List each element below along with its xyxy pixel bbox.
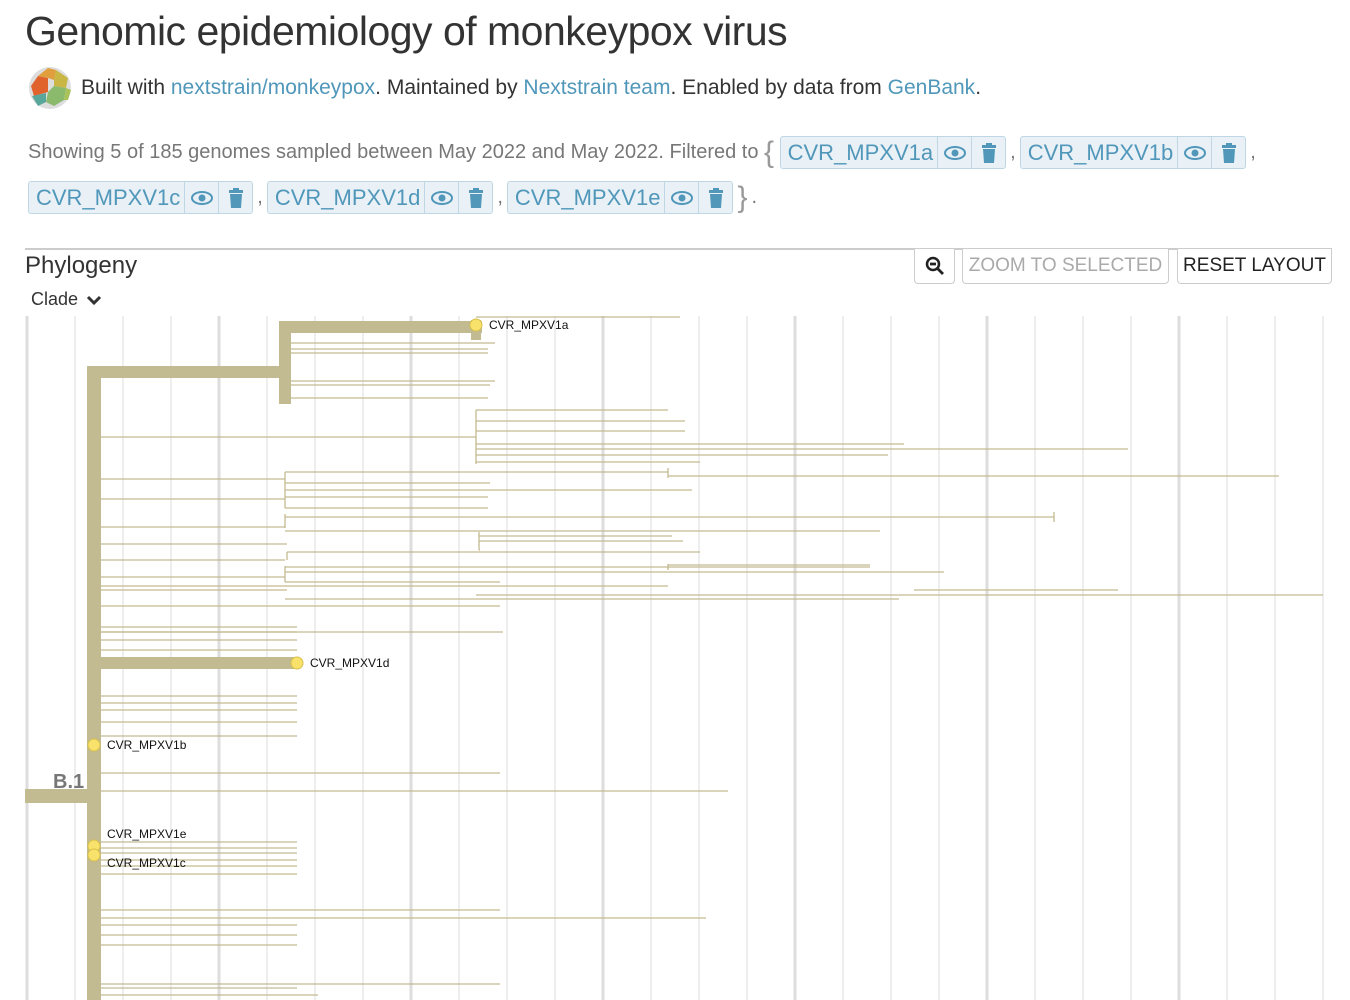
- trash-icon[interactable]: [971, 137, 1005, 169]
- clade-label: B.1: [53, 771, 84, 793]
- end-dot: .: [751, 186, 758, 209]
- tip-node[interactable]: [87, 738, 101, 752]
- eye-icon[interactable]: [937, 137, 971, 169]
- separator: ,: [1010, 141, 1016, 163]
- nextstrain-logo: [29, 67, 71, 109]
- tip-node[interactable]: [290, 656, 304, 670]
- zoom-out-icon: [925, 256, 944, 275]
- separator: ,: [1250, 141, 1256, 163]
- byline-text: .: [975, 76, 982, 99]
- filter-pill: CVR_MPXV1a: [779, 136, 1007, 170]
- filter-label: CVR_MPXV1e: [514, 185, 661, 211]
- filter-summary: Showing 5 of 185 genomes sampled between…: [28, 130, 1328, 220]
- filter-label: CVR_MPXV1c: [36, 185, 181, 211]
- tip-label: CVR_MPXV1e: [107, 827, 187, 841]
- filter-label: CVR_MPXV1d: [274, 185, 421, 211]
- chevron-down-icon: [86, 295, 102, 305]
- zoom-to-selected-button[interactable]: ZOOM TO SELECTED: [962, 249, 1169, 284]
- tip-label: CVR_MPXV1b: [107, 738, 187, 752]
- reset-layout-button[interactable]: RESET LAYOUT: [1177, 249, 1332, 284]
- repo-link[interactable]: nextstrain/monkeypox: [170, 76, 376, 99]
- filter-label: CVR_MPXV1a: [787, 140, 934, 166]
- filter-label: CVR_MPXV1b: [1027, 140, 1174, 166]
- phylogeny-tree[interactable]: B.1 CVR_MPXV1a CVR_MPXV1d CVR_MPXV1b CVR_MPX…: [0, 316, 1350, 1000]
- team-link[interactable]: Nextstrain team: [523, 76, 671, 99]
- filter-pill: CVR_MPXV1c: [28, 181, 254, 215]
- separator: ,: [257, 186, 263, 209]
- byline-text: . Maintained by: [375, 76, 524, 99]
- filter-pill: CVR_MPXV1e: [506, 181, 734, 215]
- filter-pill: CVR_MPXV1d: [266, 181, 494, 215]
- divider: [25, 248, 1332, 250]
- panel-title: Phylogeny: [25, 252, 138, 279]
- genbank-link[interactable]: GenBank: [887, 76, 976, 99]
- color-by-label: Clade: [31, 289, 79, 309]
- tip-label: CVR_MPXV1a: [489, 318, 569, 332]
- separator: }: [737, 181, 748, 215]
- eye-icon[interactable]: [184, 182, 218, 214]
- eye-icon[interactable]: [424, 182, 458, 214]
- trash-icon[interactable]: [698, 182, 732, 214]
- brace-open: {: [764, 136, 775, 170]
- tip-node[interactable]: [87, 848, 101, 862]
- byline: Built with nextstrain/monkeypox . Mainta…: [28, 66, 981, 110]
- trash-icon[interactable]: [458, 182, 492, 214]
- tip-label: CVR_MPXV1c: [107, 856, 186, 870]
- trash-icon[interactable]: [218, 182, 252, 214]
- tip-node[interactable]: [469, 318, 483, 332]
- eye-icon[interactable]: [1177, 137, 1211, 169]
- trash-icon[interactable]: [1211, 137, 1245, 169]
- separator: ,: [497, 186, 503, 209]
- color-by-dropdown[interactable]: Clade: [31, 289, 102, 310]
- byline-text: Built with: [81, 76, 171, 99]
- eye-icon[interactable]: [664, 182, 698, 214]
- summary-text: Showing 5 of 185 genomes sampled between…: [28, 141, 759, 163]
- tip-label: CVR_MPXV1d: [310, 656, 389, 670]
- filter-pill: CVR_MPXV1b: [1019, 136, 1247, 170]
- byline-text: . Enabled by data from: [670, 76, 888, 99]
- zoom-out-button[interactable]: [914, 249, 955, 284]
- page-title: Genomic epidemiology of monkeypox virus: [25, 8, 788, 54]
